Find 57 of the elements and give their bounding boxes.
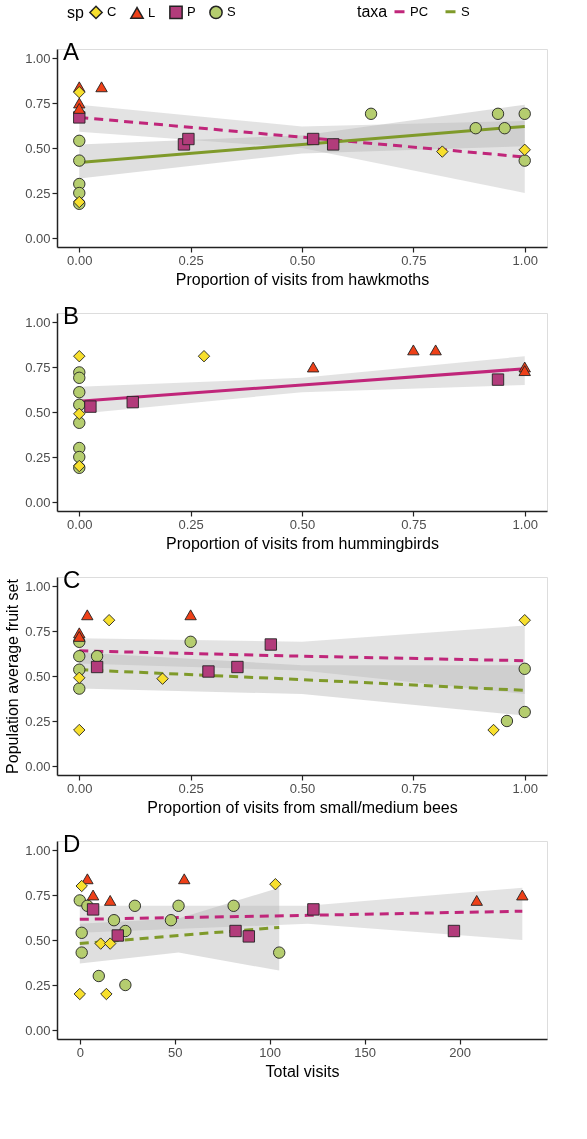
y-tick-label: 1.00 [25, 842, 51, 858]
y-tick-label: 0.00 [25, 494, 51, 510]
y-tick-label: 0.00 [25, 1022, 51, 1038]
x-tick-label: 0.00 [67, 516, 93, 532]
x-tick-label: 0.75 [401, 516, 427, 532]
x-tick-label: 0.25 [178, 252, 204, 268]
legend-label: C [107, 4, 117, 20]
y-tick-label: 0.75 [25, 359, 51, 375]
x-tick-label: 0.25 [178, 780, 204, 796]
x-tick-label: 0.00 [67, 252, 93, 268]
x-tick-label: 200 [449, 1044, 471, 1060]
legend-label: L [148, 4, 156, 20]
y-tick-label: 0.75 [25, 95, 51, 111]
y-tick-label: 0.75 [25, 623, 51, 639]
x-tick-label: 0 [76, 1044, 84, 1060]
y-tick-label: 0.25 [25, 713, 51, 729]
x-tick-label: 0.00 [67, 780, 93, 796]
x-axis-title: Proportion of visits from small/medium bees [147, 798, 458, 816]
y-tick-label: 1.00 [25, 578, 51, 594]
legend-label: S [461, 3, 470, 19]
y-tick-label: 0.00 [25, 230, 51, 246]
x-tick-label: 0.75 [401, 780, 427, 796]
text: taxa [357, 3, 388, 20]
x-tick-label: 0.50 [289, 780, 316, 796]
x-tick-label: 1.00 [512, 516, 538, 532]
text: sp [67, 4, 84, 21]
y-tick-label: 0.25 [25, 185, 51, 201]
y-tick-label: 0.50 [25, 140, 51, 156]
x-axis-title: Total visits [265, 1062, 340, 1080]
legend-label: PC [410, 3, 429, 19]
y-tick-label: 0.75 [25, 887, 51, 903]
x-axis-title: Proportion of visits from hummingbirds [166, 534, 439, 552]
legend-label: P [187, 4, 196, 20]
y-tick-label: 1.00 [25, 50, 51, 66]
chart-title: C [63, 566, 81, 593]
chart-title: D [63, 830, 81, 857]
y-tick-label: 0.50 [25, 932, 51, 948]
legend-label: S [227, 4, 236, 20]
y-axis-title: Population average fruit set [4, 578, 22, 774]
x-tick-label: 0.25 [178, 516, 204, 532]
x-tick-label: 100 [259, 1044, 282, 1060]
x-tick-label: 0.50 [289, 252, 316, 268]
x-tick-label: 50 [168, 1044, 183, 1060]
y-tick-label: 0.25 [25, 977, 51, 993]
x-tick-label: 150 [354, 1044, 377, 1060]
x-axis-title: Proportion of visits from hawkmoths [175, 270, 430, 288]
y-tick-label: 0.25 [25, 449, 51, 465]
x-tick-label: 0.50 [289, 516, 316, 532]
chart-title: B [63, 302, 80, 329]
x-tick-label: 1.00 [512, 780, 538, 796]
y-tick-label: 0.50 [25, 404, 51, 420]
x-tick-label: 1.00 [512, 252, 538, 268]
chart-title: A [63, 38, 80, 65]
y-tick-label: 0.00 [25, 758, 51, 774]
x-tick-label: 0.75 [401, 252, 427, 268]
y-tick-label: 1.00 [25, 314, 51, 330]
y-tick-label: 0.50 [25, 668, 51, 684]
